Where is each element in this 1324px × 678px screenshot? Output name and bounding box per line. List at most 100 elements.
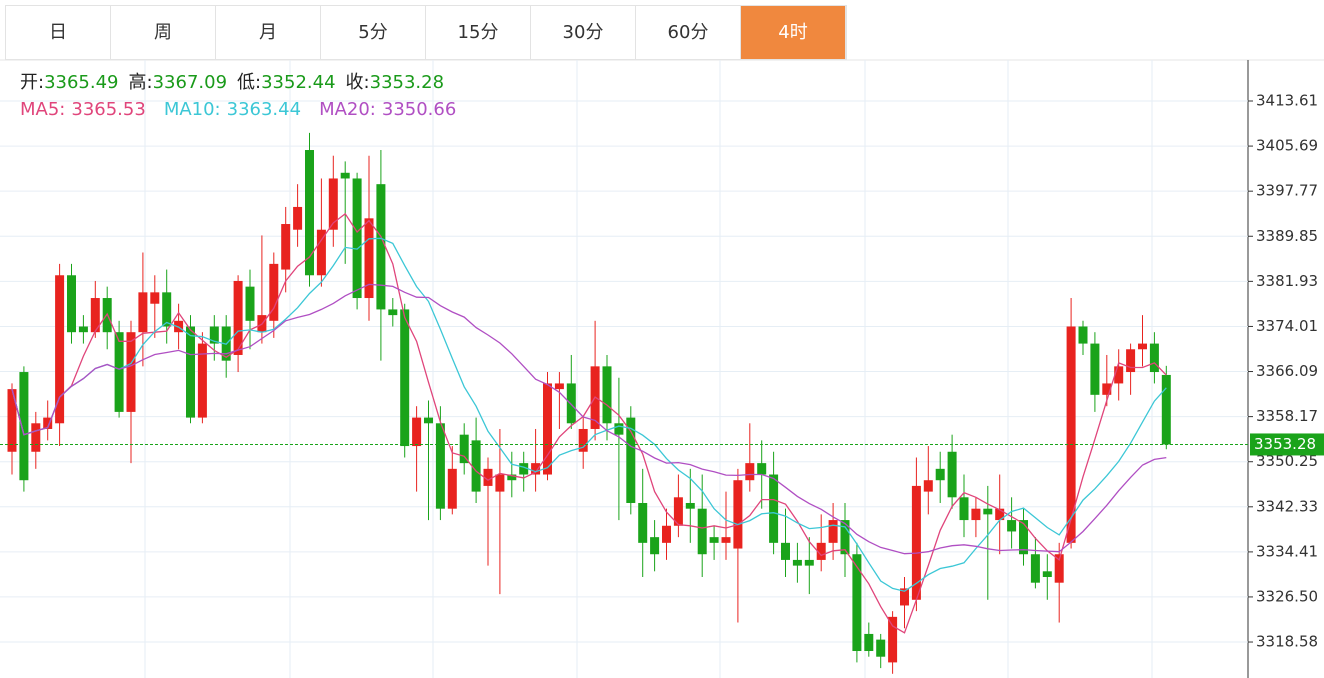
candle-body [162,292,172,327]
period-tab[interactable]: 4时 [741,6,846,59]
candle-body [7,389,17,452]
candle-body [543,383,552,475]
candle-body [983,508,993,515]
candle-body [947,451,957,498]
candle-body [1126,349,1136,373]
info-text: 3367.09 [153,72,227,93]
candle-body [1090,343,1100,395]
y-tick-label: 3358.17 [1256,407,1318,425]
candle-body [328,178,338,230]
candle-body [388,309,398,316]
info-text: 3350.66 [382,99,456,120]
candle-body [1007,520,1017,532]
candle-body [1066,326,1076,543]
candle-body [1114,366,1124,384]
candle-body [638,502,648,543]
info-text: 高: [129,72,153,93]
y-tick-label: 3389.85 [1256,227,1318,245]
candle-body [900,588,909,606]
y-tick-label: 3397.77 [1256,182,1318,200]
candle-body [352,178,362,299]
candle-body [150,292,160,304]
candle-body [1030,554,1040,583]
period-tab[interactable]: 5分 [321,6,426,59]
info-text: 低: [237,72,261,93]
y-tick-label: 3374.01 [1256,317,1318,335]
candle-body [126,332,136,412]
candle-body [709,537,719,543]
candle-body [662,525,671,543]
candle-body [602,366,612,424]
candle-body [305,150,314,276]
candle-body [792,559,802,566]
candle-body [197,343,207,418]
candle-body [578,428,588,452]
last-price-label: 3353.28 [1254,435,1316,453]
period-tab[interactable]: 60分 [636,6,741,59]
info-text: 开: [20,72,44,93]
candle-body [269,263,279,321]
info-text: 3365.49 [44,72,118,93]
y-tick-label: 3405.69 [1256,137,1318,155]
y-tick-label: 3326.50 [1256,587,1318,605]
info-text: 3353.28 [370,72,444,93]
candle-body [1149,343,1159,373]
candle-body [757,463,767,475]
info-row: 开:3365.49 高:3367.09 低:3352.44 收:3353.28 [20,72,444,93]
candle-body [424,417,433,424]
period-tab[interactable]: 月 [216,6,321,59]
candle-body [209,326,219,344]
candle-body [864,633,874,652]
candle-body [721,537,731,543]
candle-body [495,474,505,492]
info-text: MA10: [164,99,221,120]
candle-body [376,184,386,310]
candle-body [1042,571,1052,578]
y-tick-label: 3381.93 [1256,272,1318,290]
ma20-line [11,283,1167,555]
candle-body [1102,383,1112,395]
candle-body [412,417,422,447]
y-tick-label: 3350.25 [1256,452,1318,470]
candle-body [233,280,243,355]
candle-body [1019,520,1028,555]
candle-body [685,502,695,509]
candle-body [459,434,469,464]
candle-body [697,508,707,555]
candle-body [31,423,41,452]
candle-body [281,224,291,270]
candle-body [447,468,457,509]
y-tick-label: 3318.58 [1256,633,1318,651]
period-tabs: 日周月 5分 15分 30分 60分 4时 [5,5,847,60]
y-tick-label: 3413.61 [1256,91,1318,109]
candle-body [995,508,1005,521]
candle-body [911,485,921,600]
last-price-box [1250,433,1324,456]
candle-body [531,463,541,475]
period-tab[interactable]: 日 [6,6,111,59]
candle-body [614,423,624,435]
candle-body [340,172,350,179]
period-tab[interactable]: 30分 [531,6,636,59]
candle-body [43,417,53,429]
candle-body [935,468,945,481]
period-tab[interactable]: 周 [111,6,216,59]
candle-body [1078,326,1088,344]
candle-body [781,542,790,560]
info-text: 3352.44 [261,72,335,93]
candle-body [400,309,410,447]
candle-body [1054,554,1064,583]
info-text: MA5: [20,99,65,120]
y-tick-label: 3334.41 [1256,542,1318,560]
period-tab[interactable]: 15分 [426,6,531,59]
candle-body [90,298,100,333]
candle-body [971,508,981,521]
candle-body [471,440,481,492]
candle-body [650,537,660,555]
y-tick-label: 3366.09 [1256,362,1318,380]
candle-body [364,218,374,299]
candle-body [186,326,195,418]
candle-body [67,275,76,333]
candle-body [733,480,743,549]
